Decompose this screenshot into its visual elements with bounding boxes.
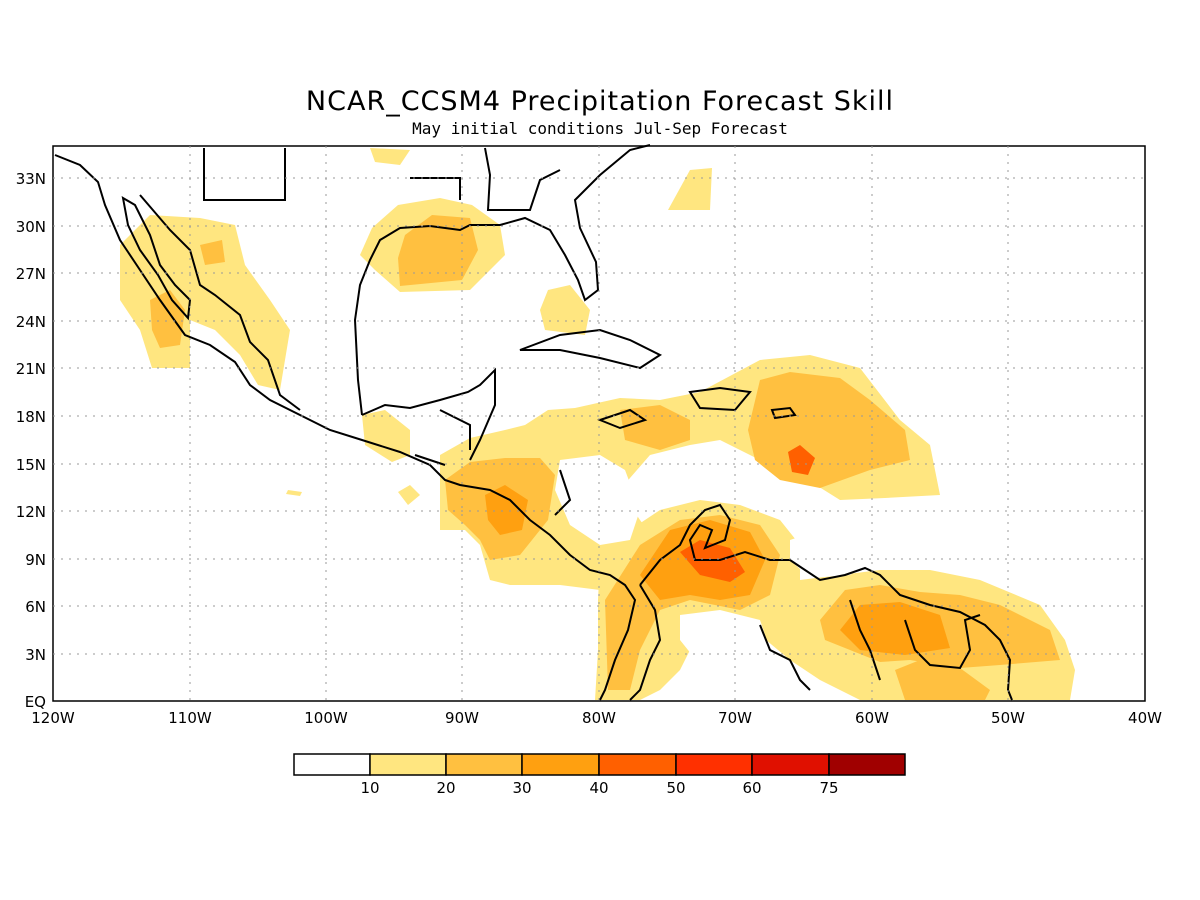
colorbar-box-5 <box>675 753 753 776</box>
colorbar-label: 75 <box>819 779 838 797</box>
colorbar-box-7 <box>828 753 906 776</box>
lon-label: 60W <box>855 709 889 727</box>
lat-label: 21N <box>16 360 46 378</box>
coastlines <box>54 144 1013 701</box>
lon-label: 120W <box>31 709 75 727</box>
lon-label: 50W <box>991 709 1025 727</box>
lat-label: 33N <box>16 170 46 188</box>
lat-label: 3N <box>25 646 46 664</box>
colorbar-box-3 <box>521 753 600 776</box>
lat-label: EQ <box>25 693 46 711</box>
lon-label: 80W <box>582 709 616 727</box>
colorbar-label: 60 <box>742 779 761 797</box>
lat-label: 27N <box>16 265 46 283</box>
colorbar: 10 20 30 40 50 60 75 <box>293 753 906 797</box>
colorbar-box-2 <box>445 753 523 776</box>
lon-labels: 120W 110W 100W 90W 80W 70W 60W 50W 40W <box>31 709 1162 727</box>
no-skill-areas <box>555 455 875 665</box>
colorbar-label: 20 <box>436 779 455 797</box>
skill-region-se-gulf <box>540 285 590 335</box>
lat-label: 9N <box>25 551 46 569</box>
colorbar-label: 50 <box>666 779 685 797</box>
skill-shading <box>120 148 1075 700</box>
colorbar-label: 10 <box>360 779 379 797</box>
colorbar-box-0 <box>293 753 371 776</box>
lat-labels: EQ 3N 6N 9N 12N 15N 18N 21N 24N 27N 30N … <box>16 170 46 711</box>
lon-label: 100W <box>304 709 348 727</box>
lat-label: 30N <box>16 218 46 236</box>
colorbar-box-6 <box>751 753 830 776</box>
lon-label: 110W <box>168 709 212 727</box>
colorbar-box-4 <box>598 753 677 776</box>
map-title: NCAR_CCSM4 Precipitation Forecast Skill <box>305 86 895 117</box>
lat-label: 15N <box>16 456 46 474</box>
colorbar-label: 30 <box>512 779 531 797</box>
lat-label: 6N <box>25 598 46 616</box>
lon-label: 90W <box>445 709 479 727</box>
skill-region-east-caribbean <box>748 372 910 488</box>
lat-label: 24N <box>16 313 46 331</box>
colorbar-box-1 <box>369 753 447 776</box>
lon-label: 40W <box>1128 709 1162 727</box>
colorbar-label: 40 <box>589 779 608 797</box>
map-subtitle: May initial conditions Jul-Sep Forecast <box>412 119 788 138</box>
skill-region-nw-mexico <box>120 215 290 390</box>
lat-label: 18N <box>16 408 46 426</box>
lat-label: 12N <box>16 503 46 521</box>
map-frame <box>52 145 1146 702</box>
lon-label: 70W <box>718 709 752 727</box>
